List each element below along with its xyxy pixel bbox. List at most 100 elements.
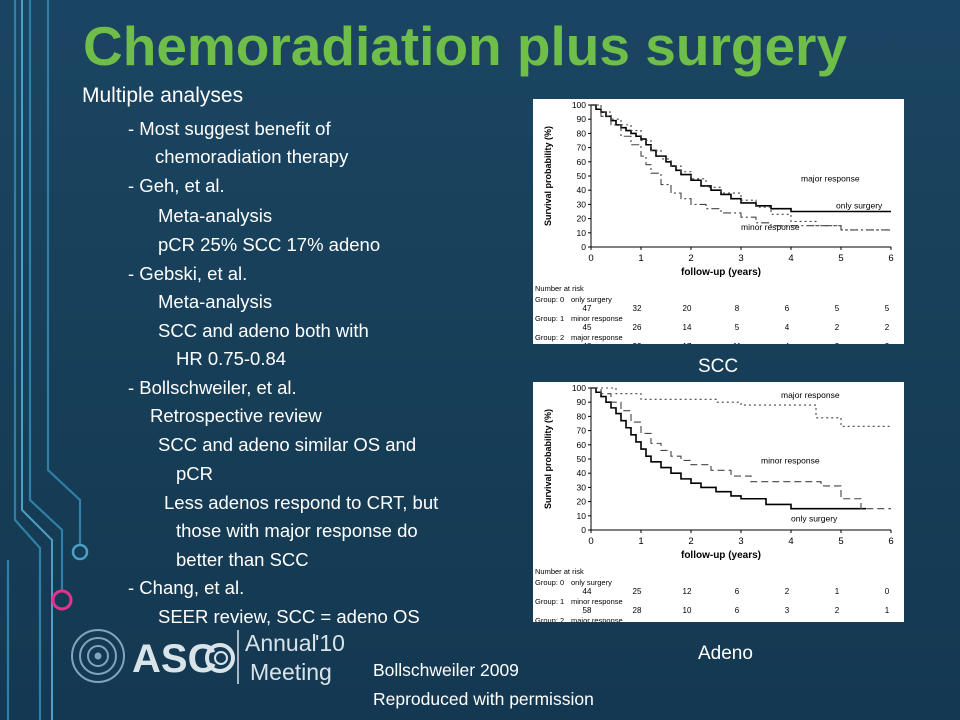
y-tick-label: 50 bbox=[577, 454, 587, 464]
x-tick-label: 2 bbox=[688, 253, 693, 264]
risk-count: 12 bbox=[683, 587, 692, 596]
y-tick-label: 90 bbox=[577, 114, 587, 124]
y-tick-label: 50 bbox=[577, 171, 587, 181]
x-tick-label: 0 bbox=[588, 253, 593, 264]
risk-count: 28 bbox=[633, 606, 642, 615]
credit-permission: Reproduced with permission bbox=[373, 689, 594, 709]
bullet-line: - Bollschweiler, et al. bbox=[128, 377, 297, 398]
y-tick-label: 80 bbox=[577, 128, 587, 138]
bullet-line: Meta-analysis bbox=[158, 205, 273, 226]
risk-group-label: Group: 2 bbox=[535, 616, 564, 622]
risk-count: 2 bbox=[835, 342, 840, 344]
risk-count: 2 bbox=[835, 323, 840, 332]
y-tick-label: 10 bbox=[577, 228, 587, 238]
bullet-line: SCC and adeno similar OS and bbox=[158, 434, 417, 455]
risk-count: 32 bbox=[633, 342, 642, 344]
scc-chart-panel: 0 10 20 30 40 50 60 70 80 90 100 0 1 2 3 4 5 6 Survival pr… bbox=[533, 99, 904, 351]
risk-group-label: Group: 0 bbox=[535, 295, 564, 304]
bullet-line: HR 0.75-0.84 bbox=[176, 348, 287, 369]
risk-count: 1 bbox=[885, 606, 890, 615]
x-axis-label: follow-up (years) bbox=[681, 550, 761, 561]
y-tick-label: 40 bbox=[577, 468, 587, 478]
logo-meeting-text: Meeting bbox=[250, 659, 332, 685]
y-tick-label: 20 bbox=[577, 497, 587, 507]
risk-count: 6 bbox=[735, 606, 740, 615]
risk-table-title: Number at risk bbox=[535, 284, 584, 293]
risk-group-name: only surgery bbox=[571, 578, 612, 587]
curve-annotation: only surgery bbox=[791, 513, 838, 523]
x-tick-label: 1 bbox=[638, 253, 643, 264]
credit-source: Bollschweiler 2009 bbox=[373, 660, 519, 680]
x-tick-label: 2 bbox=[688, 536, 693, 547]
bullet-line: Meta-analysis bbox=[158, 291, 273, 312]
risk-count: 4 bbox=[785, 323, 790, 332]
adeno-caption: Adeno bbox=[698, 643, 753, 664]
risk-count: 8 bbox=[735, 304, 740, 313]
y-tick-label: 80 bbox=[577, 411, 587, 421]
bullet-line: pCR 25% SCC 17% adeno bbox=[158, 234, 381, 255]
x-tick-label: 6 bbox=[888, 253, 893, 264]
y-tick-label: 90 bbox=[577, 397, 587, 407]
risk-group-name: major response bbox=[571, 616, 623, 622]
risk-count: 3 bbox=[785, 606, 790, 615]
bullet-line: those with major response do bbox=[176, 520, 418, 541]
y-axis-label: Survival probability (%) bbox=[543, 409, 553, 509]
risk-count: 0 bbox=[885, 587, 890, 596]
y-tick-label: 20 bbox=[577, 214, 587, 224]
bullet-line: Retrospective review bbox=[150, 405, 322, 426]
bullet-line: Less adenos respond to CRT, but bbox=[164, 492, 439, 513]
risk-count: 6 bbox=[785, 304, 790, 313]
y-tick-label: 60 bbox=[577, 440, 587, 450]
x-tick-label: 6 bbox=[888, 536, 893, 547]
risk-count: 2 bbox=[885, 323, 890, 332]
y-tick-label: 0 bbox=[581, 525, 586, 535]
bullet-line: SCC and adeno both with bbox=[158, 320, 369, 341]
risk-count: 44 bbox=[583, 587, 592, 596]
curve-annotation: major response bbox=[781, 390, 840, 400]
risk-group-name: minor response bbox=[571, 597, 623, 606]
x-tick-label: 4 bbox=[788, 253, 793, 264]
risk-group-label: Group: 0 bbox=[535, 578, 564, 587]
risk-count: 14 bbox=[683, 323, 692, 332]
logo-annual-text: Annual bbox=[245, 630, 317, 656]
risk-count: 20 bbox=[683, 304, 692, 313]
series-line-only-surgery bbox=[591, 387, 866, 510]
bullet-line: SEER review, SCC = adeno OS bbox=[158, 606, 420, 627]
risk-group-name: only surgery bbox=[571, 295, 612, 304]
bullet-line: pCR bbox=[176, 463, 214, 484]
risk-count: 2 bbox=[835, 606, 840, 615]
series-line-minor-response bbox=[591, 387, 891, 510]
risk-count: 45 bbox=[583, 323, 592, 332]
y-axis-label: Survival probability (%) bbox=[543, 126, 553, 226]
risk-count: 17 bbox=[683, 342, 692, 344]
y-tick-label: 10 bbox=[577, 511, 587, 521]
y-tick-label: 30 bbox=[577, 199, 587, 209]
x-tick-label: 5 bbox=[838, 253, 843, 264]
slide-title: Chemoradiation plus surgery bbox=[83, 15, 848, 77]
y-tick-label: 30 bbox=[577, 482, 587, 492]
risk-count: 48 bbox=[583, 342, 592, 344]
risk-count: 5 bbox=[885, 304, 890, 313]
curve-annotation: minor response bbox=[741, 222, 800, 232]
risk-count: 47 bbox=[583, 304, 592, 313]
risk-count: 26 bbox=[633, 323, 642, 332]
risk-count: 10 bbox=[683, 606, 692, 615]
x-tick-label: 3 bbox=[738, 536, 743, 547]
series-line-only-surgery bbox=[591, 104, 891, 213]
risk-count: 4 bbox=[785, 342, 790, 344]
risk-group-label: Group: 1 bbox=[535, 597, 564, 606]
decorative-circuit-lines bbox=[6, 0, 89, 720]
y-tick-label: 60 bbox=[577, 157, 587, 167]
risk-count: 5 bbox=[835, 304, 840, 313]
risk-count: 5 bbox=[735, 323, 740, 332]
y-tick-label: 70 bbox=[577, 143, 587, 153]
risk-count: 2 bbox=[885, 342, 890, 344]
curve-annotation: minor response bbox=[761, 455, 820, 465]
y-tick-label: 70 bbox=[577, 426, 587, 436]
logo-o-rings-icon bbox=[205, 643, 235, 673]
adeno-chart-panel: 0 10 20 30 40 50 60 70 80 90 100 0 1 2 3 4 5 6 Survival pr… bbox=[533, 382, 904, 634]
series-line-minor-response bbox=[591, 104, 891, 231]
